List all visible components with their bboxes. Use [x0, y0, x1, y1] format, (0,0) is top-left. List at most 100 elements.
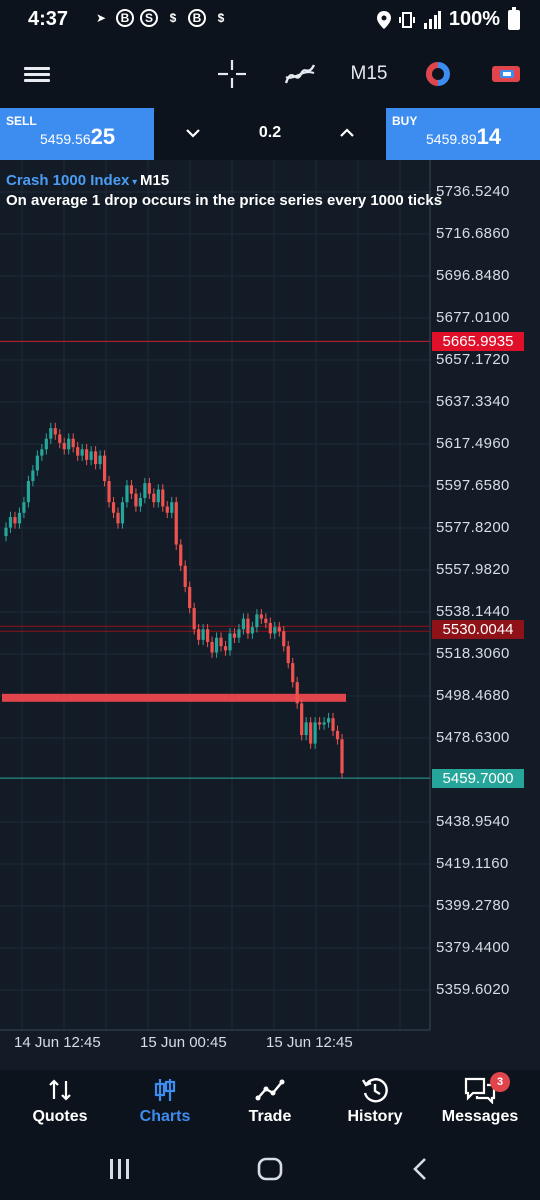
location-icon: [376, 10, 391, 29]
current-price-tag: 5459.7000: [432, 769, 524, 789]
price-axis-tick-label: 5399.2780: [436, 897, 510, 914]
candle-body: [259, 614, 263, 619]
status-right: 100%: [376, 6, 520, 31]
buy-button[interactable]: BUY 5459.8914: [386, 108, 540, 160]
candle-body: [40, 449, 44, 456]
candle-body: [282, 631, 286, 647]
candle-body: [170, 502, 174, 513]
candle-body: [264, 618, 268, 623]
candle-body: [143, 483, 147, 498]
time-axis-tick-label: 15 Jun 00:45: [140, 1034, 227, 1051]
battery-percent: 100%: [448, 8, 500, 30]
price-axis-tick-label: 5379.4400: [436, 939, 510, 956]
price-chart[interactable]: Crash 1000 Index ▾ M15 On average 1 drop…: [0, 160, 540, 1070]
notification-icons: ➤ B S $ B $: [92, 9, 230, 27]
symbol-name[interactable]: Crash 1000 Index: [6, 172, 130, 189]
price-axis-tick-label: 5538.1440: [436, 603, 510, 620]
sell-button[interactable]: SELL 5459.5625: [0, 108, 154, 160]
price-axis-tick-label: 5518.3060: [436, 645, 510, 662]
candle-body: [250, 627, 254, 634]
b-icon: B: [116, 9, 134, 27]
candle-body: [116, 512, 120, 524]
vibrate-icon: [398, 11, 415, 28]
decrease-volume-button[interactable]: [178, 118, 208, 148]
candle-body: [309, 722, 313, 744]
candle-body: [326, 718, 331, 723]
candle-body: [120, 502, 125, 524]
recent-apps-button[interactable]: [100, 1154, 140, 1184]
candle-body: [67, 438, 71, 450]
candle-body: [201, 629, 205, 640]
candle-body: [291, 663, 295, 683]
candle-body: [53, 428, 57, 435]
candle-body: [300, 703, 304, 736]
nav-messages[interactable]: 3 Messages: [430, 1072, 530, 1134]
candle-body: [31, 470, 35, 482]
price-axis-tick-label: 5677.0100: [436, 309, 510, 326]
candle-body: [228, 633, 232, 651]
nav-quotes[interactable]: Quotes: [10, 1074, 110, 1134]
price-axis-tick-label: 5359.6020: [436, 981, 510, 998]
buy-price: 5459.8914: [426, 124, 502, 149]
chevron-up-icon: [340, 128, 354, 137]
candle-body: [255, 614, 259, 628]
increase-volume-button[interactable]: [332, 118, 362, 148]
candle-body: [286, 646, 290, 664]
candle-body: [134, 493, 138, 507]
candle-body: [49, 428, 53, 439]
price-axis-tick-label: 5597.6580: [436, 477, 510, 494]
chart-title[interactable]: Crash 1000 Index ▾ M15: [6, 172, 169, 189]
timeframe-button[interactable]: M15: [350, 63, 388, 84]
candle-body: [174, 502, 178, 545]
candle-body: [273, 627, 277, 634]
nav-history-label: History: [347, 1108, 403, 1125]
candle-body: [13, 517, 17, 524]
candle-body: [156, 489, 160, 503]
battery-icon: [508, 6, 520, 30]
candle-body: [35, 455, 39, 471]
candle-body: [214, 637, 219, 653]
candle-body: [188, 586, 192, 609]
candle-body: [232, 633, 237, 638]
candle-body: [8, 517, 13, 528]
candle-body: [210, 641, 214, 653]
red-line-price-tag: 5665.9935: [432, 332, 524, 352]
trade-icon: [255, 1079, 285, 1101]
candle-body: [192, 608, 196, 630]
menu-icon[interactable]: [20, 54, 54, 94]
nav-charts[interactable]: Charts: [115, 1074, 215, 1134]
dollar-icon: $: [169, 11, 177, 25]
candlestick-chart[interactable]: [0, 160, 540, 1070]
price-axis-tick-label: 5657.1720: [436, 351, 510, 368]
candle-body: [94, 451, 98, 465]
candle-body: [89, 451, 93, 460]
candle-body: [147, 483, 151, 494]
dark-red-line-price-tag: 5530.0044: [432, 620, 524, 640]
home-icon: [257, 1157, 283, 1181]
symbol-dropdown-icon[interactable]: ▾: [129, 177, 140, 188]
candle-body: [295, 682, 299, 704]
candle-body: [22, 502, 26, 513]
time-axis-tick-label: 14 Jun 12:45: [14, 1034, 101, 1051]
candle-body: [98, 455, 102, 465]
candle-body: [241, 618, 246, 630]
candle-body: [322, 722, 326, 725]
indicators-icon[interactable]: [280, 54, 320, 94]
candle-body: [44, 438, 48, 450]
crosshair-icon[interactable]: [214, 54, 250, 94]
candle-body: [313, 722, 317, 744]
nav-charts-label: Charts: [139, 1108, 191, 1125]
nav-history[interactable]: History: [325, 1074, 425, 1134]
one-click-trading-icon[interactable]: [486, 54, 526, 94]
nav-trade[interactable]: Trade: [220, 1074, 320, 1134]
price-axis-tick-label: 5716.6860: [436, 225, 510, 242]
home-button[interactable]: [250, 1154, 290, 1184]
candle-body: [219, 637, 223, 647]
volume-value[interactable]: 0.2: [258, 124, 282, 141]
nav-quotes-label: Quotes: [32, 1108, 88, 1125]
color-scheme-icon[interactable]: [418, 54, 458, 94]
candle-body: [80, 449, 84, 456]
telegram-icon: ➤: [95, 11, 107, 25]
candle-body: [237, 629, 241, 638]
back-button[interactable]: [400, 1154, 440, 1184]
